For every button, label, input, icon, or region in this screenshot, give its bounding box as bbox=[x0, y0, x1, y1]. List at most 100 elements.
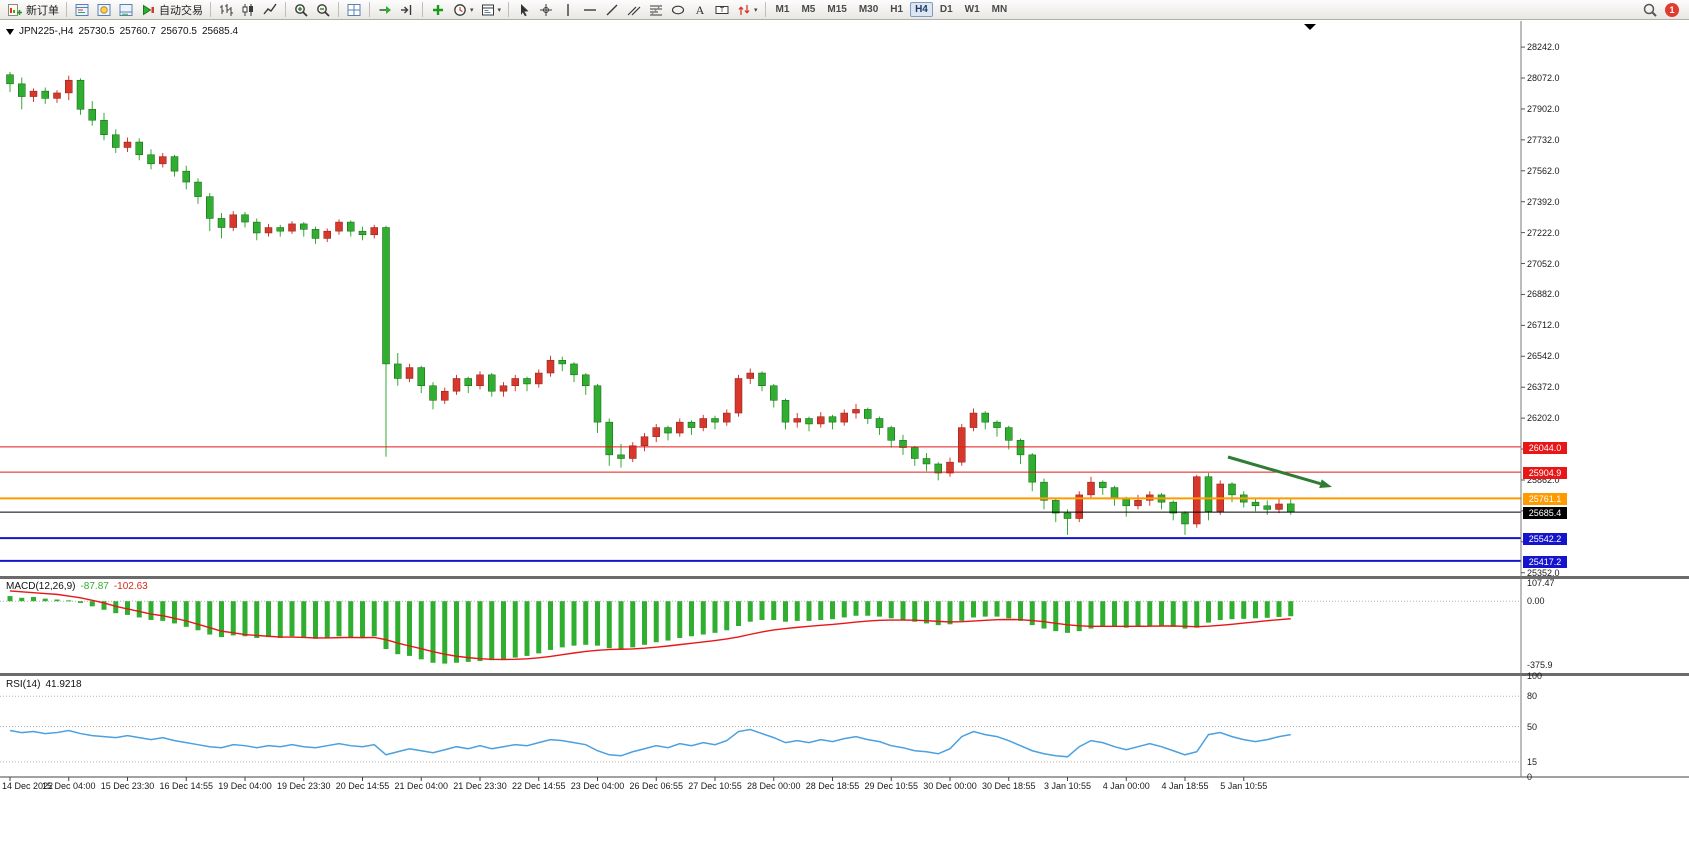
macd-histogram-bar bbox=[1241, 601, 1247, 619]
ellipse-icon bbox=[671, 5, 685, 14]
macd-histogram-bar bbox=[959, 601, 965, 621]
chart-shift-button[interactable] bbox=[397, 1, 417, 19]
rsi-name: RSI(14) bbox=[6, 679, 41, 690]
candle bbox=[288, 223, 296, 232]
price-axis-label: 27052.0 bbox=[1527, 258, 1560, 269]
macd-histogram-bar bbox=[371, 601, 377, 637]
price-level-tag: 25761.1 bbox=[1523, 493, 1567, 506]
macd-histogram-bar bbox=[383, 601, 389, 650]
candlestick-chart-button[interactable] bbox=[238, 1, 258, 19]
time-axis-label: 23 Dec 04:00 bbox=[570, 781, 625, 791]
time-axis-label: 21 Dec 04:00 bbox=[394, 781, 449, 791]
macd-histogram-bar bbox=[207, 601, 213, 635]
toolbar-separator bbox=[338, 2, 339, 17]
candle bbox=[617, 454, 625, 459]
macd-histogram-bar bbox=[242, 601, 248, 637]
macd-histogram-bar bbox=[1112, 601, 1117, 627]
timeframe-m5-button[interactable]: M5 bbox=[801, 4, 816, 15]
toolbar-separator bbox=[66, 2, 67, 17]
candle bbox=[1063, 512, 1072, 519]
price-axis-label: 26542.0 bbox=[1527, 351, 1560, 362]
timeframe-mn-button[interactable]: MN bbox=[991, 4, 1008, 15]
time-axis[interactable]: 14 Dec 2022 15 Dec 04:00 15 Dec 23:30 16 De… bbox=[0, 777, 1689, 799]
new-order-button[interactable]: 新订单 bbox=[5, 1, 61, 19]
chart-context-arrow-icon[interactable] bbox=[6, 28, 14, 35]
arrow-annotation[interactable] bbox=[1227, 455, 1321, 486]
timeframe-h1-button[interactable]: H1 bbox=[890, 4, 904, 15]
pane-splitter[interactable] bbox=[0, 576, 1689, 579]
macd-histogram-bar bbox=[230, 601, 236, 636]
market-watch-button[interactable] bbox=[72, 1, 92, 19]
fibonacci-button[interactable] bbox=[646, 1, 666, 19]
candle bbox=[1052, 500, 1060, 514]
vertical-line-button[interactable] bbox=[558, 1, 578, 19]
macd-histogram-bar bbox=[630, 601, 636, 648]
macd-histogram-bar bbox=[524, 601, 530, 656]
pane-splitter[interactable] bbox=[0, 673, 1689, 676]
candle bbox=[1040, 481, 1048, 501]
candle bbox=[687, 421, 696, 428]
chart-shift-marker[interactable] bbox=[1304, 24, 1316, 30]
macd-histogram-bar bbox=[395, 601, 401, 655]
trendline-button[interactable] bbox=[602, 1, 622, 19]
timeframe-m30-button[interactable]: M30 bbox=[858, 4, 879, 15]
time-axis-label: 3 Jan 10:55 bbox=[1043, 781, 1092, 791]
candle bbox=[1087, 481, 1095, 496]
macd-histogram-bar bbox=[160, 601, 166, 621]
candle bbox=[887, 427, 895, 441]
indicators-button[interactable] bbox=[428, 1, 448, 19]
candle bbox=[18, 83, 26, 97]
timeframe-h4-button[interactable]: H4 bbox=[910, 2, 933, 17]
crosshair-button[interactable] bbox=[536, 1, 556, 19]
macd-histogram-bar bbox=[313, 601, 318, 639]
chart-symbol-period: JPN225-,H4 bbox=[19, 26, 74, 37]
navigator-icon bbox=[97, 3, 111, 16]
macd-signal-line bbox=[9, 590, 1291, 661]
search-button[interactable] bbox=[1640, 1, 1660, 19]
macd-histogram-bar bbox=[830, 601, 835, 620]
macd-histogram-bar bbox=[1253, 601, 1258, 619]
candle bbox=[182, 170, 190, 183]
timeframe-w1-button[interactable]: W1 bbox=[964, 4, 980, 15]
macd-histogram-bar bbox=[771, 601, 777, 621]
notification-badge[interactable]: 1 bbox=[1665, 2, 1679, 17]
timeframe-m1-button[interactable]: M1 bbox=[775, 4, 790, 15]
macd-histogram-bar bbox=[1123, 601, 1129, 628]
templates-button[interactable]: ▾ bbox=[478, 1, 504, 19]
macd-histogram-bar bbox=[994, 601, 1000, 617]
tile-windows-button[interactable] bbox=[344, 1, 364, 19]
ellipse-button[interactable] bbox=[668, 1, 688, 19]
cursor-button[interactable] bbox=[514, 1, 534, 19]
candle bbox=[993, 421, 1001, 428]
time-axis-label: 19 Dec 23:30 bbox=[276, 781, 331, 791]
line-chart-button[interactable] bbox=[260, 1, 280, 19]
bar-chart-button[interactable] bbox=[216, 1, 236, 19]
timeframe-m15-button[interactable]: M15 bbox=[827, 4, 847, 15]
time-axis-label: 4 Jan 00:00 bbox=[1102, 781, 1150, 791]
candle bbox=[1204, 476, 1213, 512]
auto-trading-button[interactable]: 自动交易 bbox=[138, 1, 205, 19]
price-axis-label: 28072.0 bbox=[1527, 73, 1560, 84]
text-icon: A bbox=[696, 3, 705, 17]
label-button[interactable]: T bbox=[712, 1, 732, 19]
macd-histogram-bar bbox=[665, 601, 671, 641]
macd-histogram-bar bbox=[195, 601, 201, 631]
timeframe-d1-button[interactable]: D1 bbox=[939, 4, 953, 15]
arrows-button[interactable]: ▾ bbox=[734, 1, 760, 19]
zoom-in-button[interactable] bbox=[291, 1, 311, 19]
zoom-out-button[interactable] bbox=[313, 1, 333, 19]
navigator-button[interactable] bbox=[94, 1, 114, 19]
price-axis-label: 28242.0 bbox=[1527, 42, 1560, 53]
price-scale[interactable]: 28242.0 28072.0 27902.0 27732.0 27562.0 27392… bbox=[1521, 21, 1689, 782]
horizontal-line-button[interactable] bbox=[580, 1, 600, 19]
auto-scroll-button[interactable] bbox=[375, 1, 395, 19]
terminal-button[interactable] bbox=[116, 1, 136, 19]
candle bbox=[241, 214, 249, 223]
channel-button[interactable] bbox=[624, 1, 644, 19]
text-button[interactable]: A bbox=[690, 1, 710, 19]
candle bbox=[1251, 501, 1260, 507]
periods-button[interactable]: ▾ bbox=[450, 1, 476, 19]
time-axis-label: 29 Dec 10:55 bbox=[864, 781, 919, 791]
candle bbox=[476, 374, 484, 387]
